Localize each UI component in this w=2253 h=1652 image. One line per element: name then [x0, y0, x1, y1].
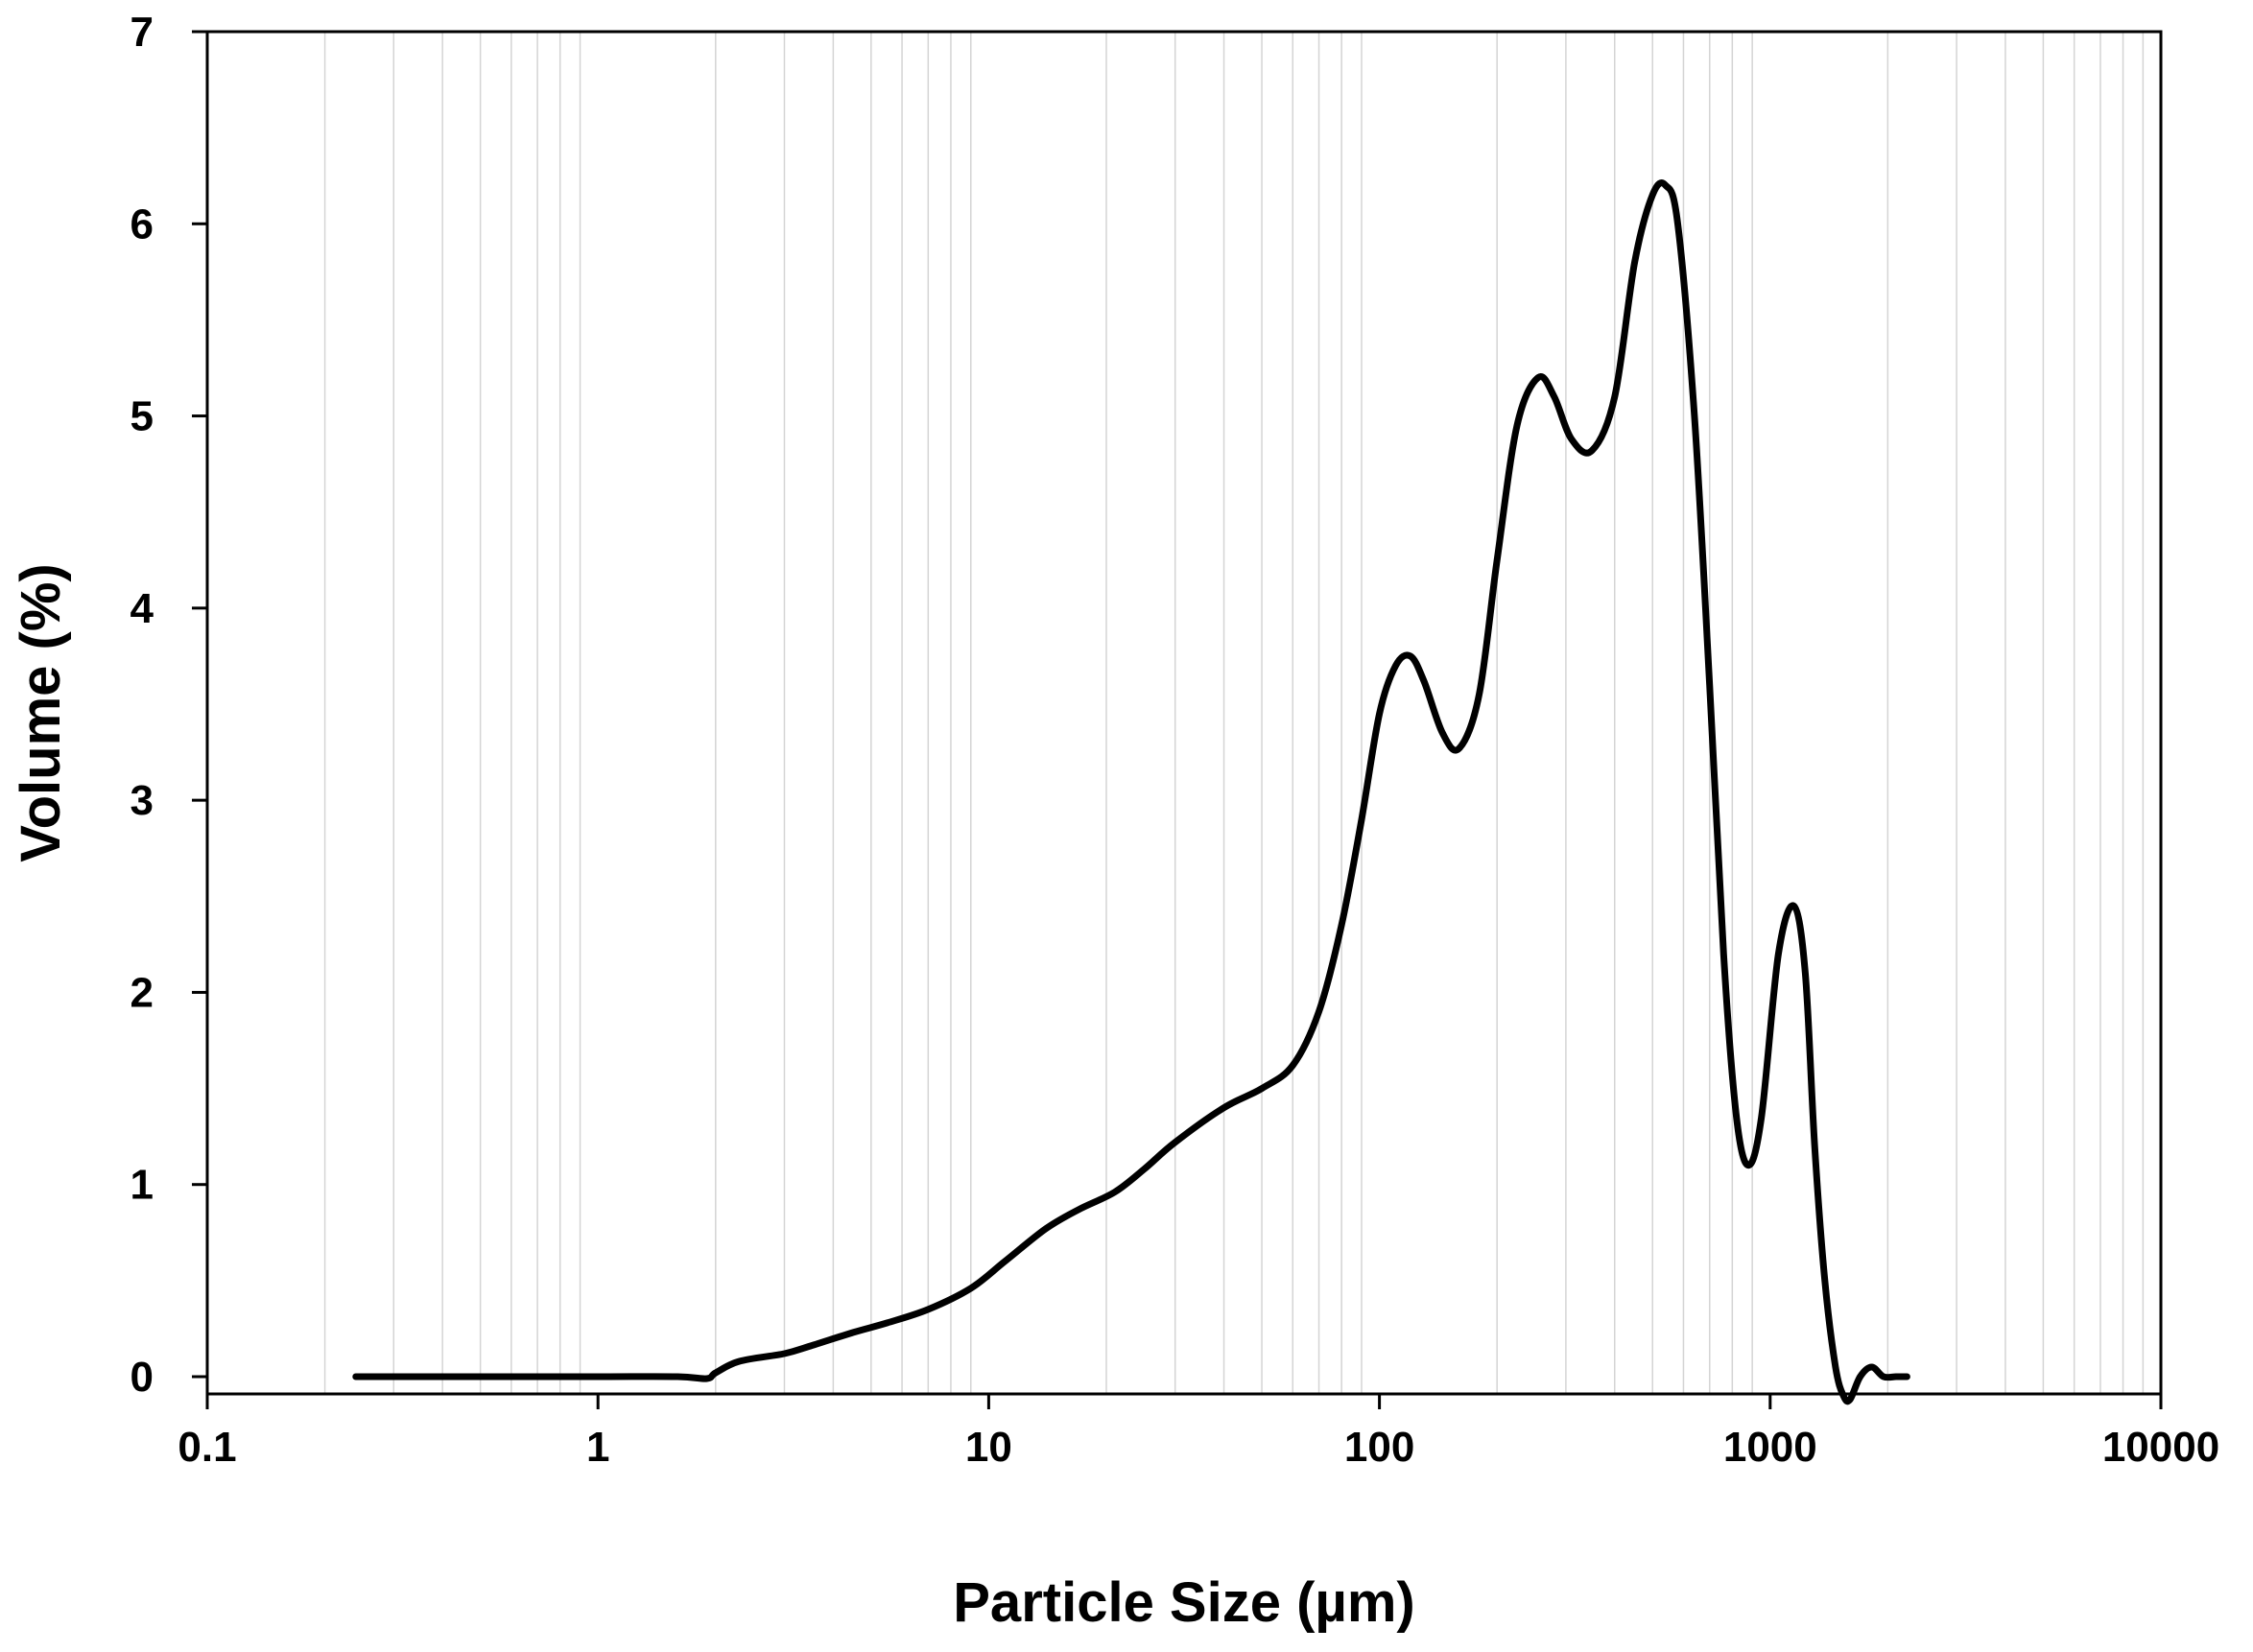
x-tick-label: 1 — [586, 1424, 609, 1471]
axis-ticks — [192, 30, 2163, 1409]
y-tick-label: 0 — [130, 1354, 154, 1401]
y-tick-label: 7 — [130, 9, 154, 56]
y-tick-label: 3 — [130, 777, 154, 824]
x-axis-title: Particle Size (µm) — [953, 1571, 1414, 1634]
x-tick-label: 10000 — [2102, 1424, 2219, 1471]
x-tick-label: 1000 — [1723, 1424, 1817, 1471]
x-tick-label: 10 — [965, 1424, 1012, 1471]
tick-labels: 0.1 1 10 100 1000 10000 0 1 2 3 4 5 6 7 — [130, 9, 2220, 1471]
grid-lines — [323, 32, 2145, 1394]
y-tick-label: 6 — [130, 201, 154, 248]
y-tick-label: 2 — [130, 969, 154, 1016]
x-tick-label: 100 — [1344, 1424, 1414, 1471]
x-tick-label: 0.1 — [178, 1424, 236, 1471]
y-tick-label: 1 — [130, 1162, 154, 1209]
y-tick-label: 5 — [130, 393, 154, 440]
volume-distribution-line — [352, 179, 1910, 1405]
y-tick-label: 4 — [130, 585, 154, 632]
plot-frame — [205, 30, 2163, 1396]
y-axis-title: Volume (%) — [10, 563, 72, 862]
